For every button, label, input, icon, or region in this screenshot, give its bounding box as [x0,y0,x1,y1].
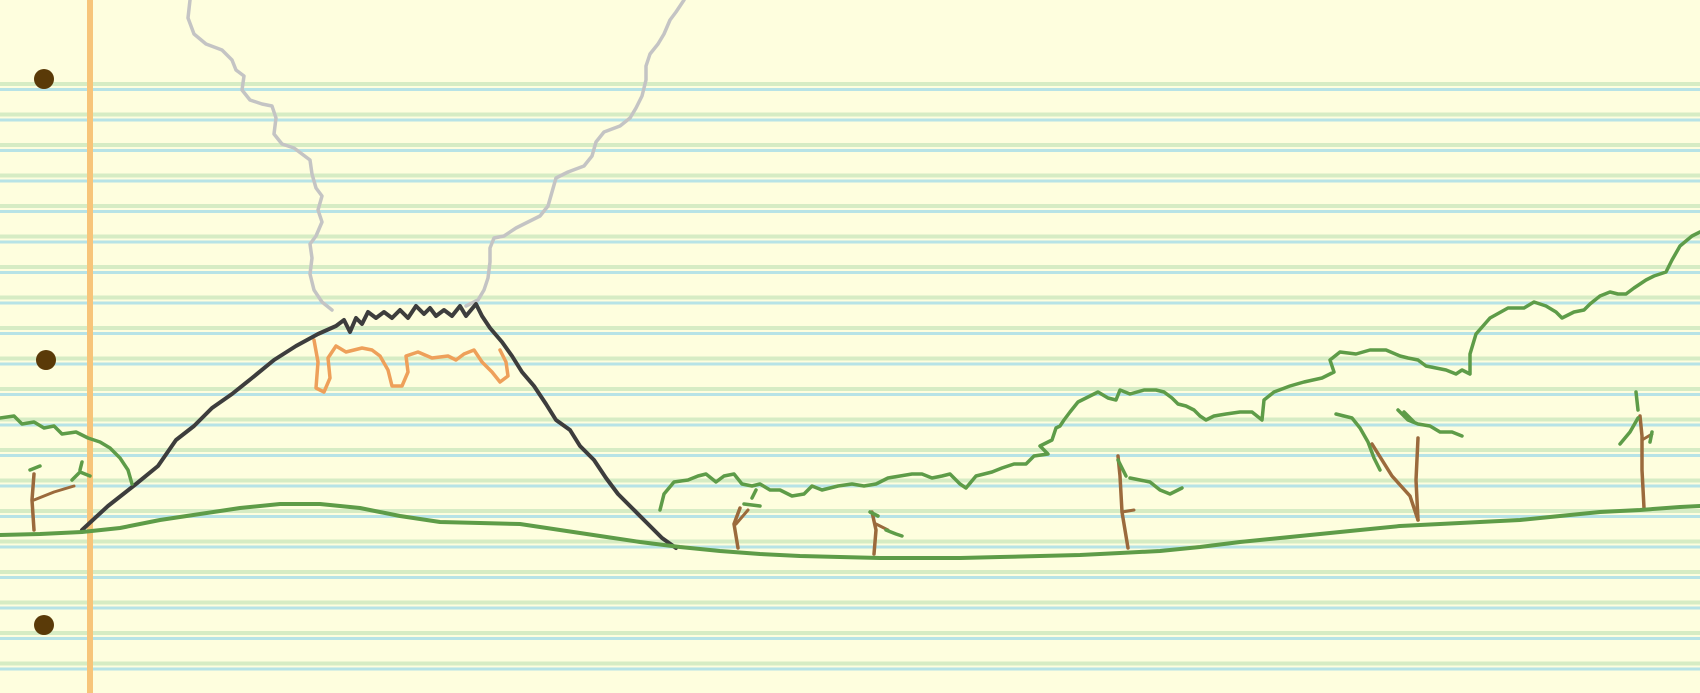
rule-line [0,118,1700,122]
rule-line-shade [0,570,1700,574]
rule-line-shade [0,295,1700,300]
tree-1 [28,460,92,532]
smoke-right-edge [464,0,686,308]
rule-line-shade [0,661,1700,666]
rule-line-shade [0,448,1700,452]
rule-line-shade [0,631,1700,635]
rule-line [0,423,1700,427]
rule-line [0,301,1700,305]
rule-line-shade [0,600,1700,605]
rule-line [0,179,1700,183]
rule-line-shade [0,417,1700,422]
binder-holes [34,69,56,635]
smoke-plume [186,0,686,312]
rule-line [0,332,1700,335]
tree-4 [1116,454,1184,550]
rule-line [0,667,1700,671]
rule-line-shade [0,539,1700,544]
rule-line-shade [0,356,1700,361]
rule-line [0,149,1700,152]
margin-line [87,0,93,693]
rule-line [0,606,1700,610]
smoke-left-edge [186,0,334,312]
rule-line [0,515,1700,518]
rule-line [0,271,1700,274]
rule-line [0,454,1700,457]
trees [28,390,1654,556]
forest-canopy [0,230,1700,512]
tree-3 [868,510,904,556]
ground-line [0,502,1700,560]
binder-hole-bottom [34,615,54,635]
rule-line [0,576,1700,579]
rule-line [0,393,1700,396]
canopy-main [658,230,1700,512]
rule-line-shade [0,387,1700,391]
tree-6 [1618,390,1654,510]
canopy-left [0,414,134,486]
rule-line-shade [0,265,1700,269]
rule-line-shade [0,112,1700,117]
tree-2 [732,488,762,550]
tree-5 [1334,408,1464,522]
ruled-lines [0,82,1700,671]
binder-hole-top [34,69,54,89]
lava-pool [312,338,510,394]
rule-line-shade [0,326,1700,330]
rule-line [0,210,1700,213]
rule-line-shade [0,478,1700,483]
rule-line [0,637,1700,640]
volcano [80,302,678,550]
rule-line [0,240,1700,244]
rule-line-shade [0,173,1700,178]
rule-line-shade [0,234,1700,239]
rule-line-shade [0,143,1700,147]
rule-line-shade [0,82,1700,86]
rule-line [0,88,1700,91]
rule-line [0,545,1700,549]
rule-line [0,362,1700,366]
rule-line-shade [0,204,1700,208]
rule-line-shade [0,509,1700,513]
binder-hole-middle [36,350,56,370]
